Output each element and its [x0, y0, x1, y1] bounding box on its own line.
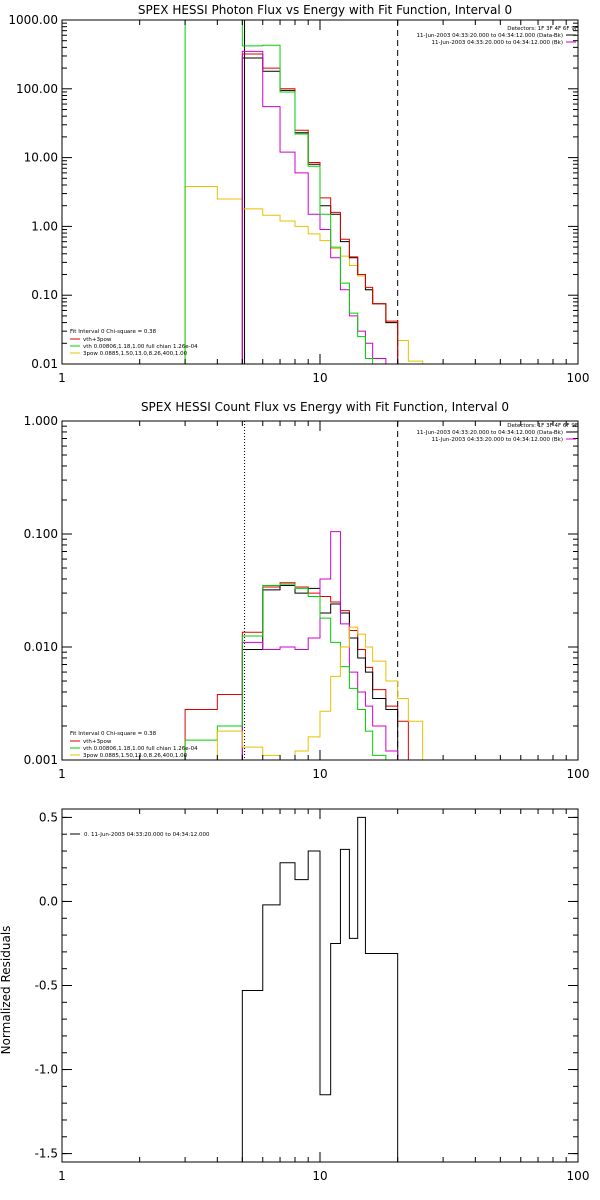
count-header-detectors: Detectors: 1F 3F 4F 6F 9F — [507, 423, 578, 429]
photon-legend-label-1: vth 0.00806,1.18,1.00 full chian 1.26e-0… — [83, 344, 198, 350]
residuals-marks: 1 10 100 -1.5 -1.0 -0.5 0.0 0.5 — [35, 808, 590, 1183]
panel-0-ytick-label-4: 100.00 — [16, 82, 58, 96]
residuals-ylabel: Normalized Residuals — [0, 926, 13, 1055]
panel-1-xtick-label-0: 1 — [58, 767, 66, 781]
panel-1-ytick-label-0: 0.001 — [24, 753, 58, 767]
panel-1-ytick-label-2: 0.100 — [24, 527, 58, 541]
panel-2-series-group — [241, 816, 399, 1162]
panel-1-ytick-label-1: 0.010 — [24, 640, 58, 654]
count-header-data-bk: 11-Jun-2003 04:33:20.000 to 04:34:12.000… — [417, 430, 563, 436]
panel-1-series-group — [184, 531, 424, 760]
panel-count-flux: SPEX HESSI Count Flux vs Energy with Fit… — [24, 400, 590, 781]
count-flux-title: SPEX HESSI Count Flux vs Energy with Fit… — [141, 400, 509, 414]
panel-1-series-3 — [184, 583, 387, 760]
panel-0-ytick-label-2: 1.00 — [31, 219, 58, 233]
count-header-bk: 11-Jun-2003 04:33:20.000 to 04:34:12.000… — [431, 437, 563, 443]
panel-0-ytick-label-5: 1000.00 — [8, 13, 58, 27]
count-flux-header: Detectors: 1F 3F 4F 6F 9F 11-Jun-2003 04… — [417, 423, 578, 443]
panel-0-ytick-label-3: 10.00 — [24, 151, 58, 165]
photon-header-data-bk: 11-Jun-2003 04:33:20.000 to 04:34:12.000… — [417, 33, 563, 39]
photon-flux-header: Detectors: 1F 3F 4F 6F 9F 11-Jun-2003 04… — [417, 26, 578, 46]
residuals-legend: 0. 11-Jun-2003 04:33:20.000 to 04:34:12.… — [70, 832, 210, 838]
count-legend-label-0: vth+3pow — [83, 739, 112, 745]
photon-legend-title: Fit Interval 0 Chi-square = 0.38 — [70, 329, 157, 335]
residuals-legend-label: 0. 11-Jun-2003 04:33:20.000 to 04:34:12.… — [84, 832, 210, 838]
panel-1-series-1 — [241, 585, 399, 760]
panel-0-ytick-label-1: 0.10 — [31, 288, 58, 302]
panel-0-series-0 — [184, 186, 424, 364]
panel-0-series-4 — [184, 20, 387, 364]
panel-1-series-0 — [184, 582, 409, 760]
panel-0-ytick-label-0: 0.01 — [31, 357, 58, 371]
panel-1-series-2 — [241, 531, 399, 760]
photon-legend-label-0: vth+3pow — [83, 337, 112, 343]
panel-0-xtick-label-1: 10 — [312, 371, 327, 385]
panel-0-series-group — [184, 20, 424, 364]
photon-flux-title: SPEX HESSI Photon Flux vs Energy with Fi… — [138, 3, 512, 17]
count-flux-marks: 1 10 100 0.001 0.010 0.100 1.000 — [24, 414, 590, 781]
panel-2-ytick-label-2: -0.5 — [35, 979, 58, 993]
panel-2-xtick-label-0: 1 — [58, 1169, 66, 1183]
count-legend-label-2: 3pow 0.0885,1.50,13.0,8.26,400,1.00 — [83, 753, 188, 759]
photon-header-bk: 11-Jun-2003 04:33:20.000 to 04:34:12.000… — [431, 40, 563, 46]
panel-2-ytick-label-1: -1.0 — [35, 1063, 58, 1077]
panel-0-xtick-label-0: 1 — [58, 371, 66, 385]
count-legend-label-1: vth 0.00806,1.18,1.00 full chian 1.26e-0… — [83, 746, 198, 752]
panel-residuals: Normalized Residuals 1 10 100 -1.5 -1.0 -0.5 0… — [0, 808, 590, 1183]
photon-legend-label-2: 3pow 0.0885,1.50,13.0,8.26,400,1.00 — [83, 351, 188, 357]
panel-2-series-0 — [241, 816, 399, 1162]
count-flux-legend: Fit Interval 0 Chi-square = 0.38 vth+3po… — [70, 731, 198, 759]
panel-1-xtick-label-2: 100 — [567, 767, 590, 781]
panel-2-xtick-label-1: 10 — [312, 1169, 327, 1183]
panel-photon-flux: SPEX HESSI Photon Flux vs Energy with Fi… — [8, 3, 589, 385]
photon-flux-legend: Fit Interval 0 Chi-square = 0.38 vth+3po… — [70, 329, 198, 357]
panel-0-series-3 — [241, 50, 399, 364]
panel-0-xtick-label-2: 100 — [567, 371, 590, 385]
panel-1-ytick-label-3: 1.000 — [24, 414, 58, 428]
photon-flux-marks: 1 10 100 0.01 0.10 1.00 10.00 100.00 1000.00 — [8, 13, 589, 385]
panel-2-ytick-label-3: 0.0 — [39, 894, 58, 908]
photon-header-detectors: Detectors: 1F 3F 4F 6F 9F — [507, 26, 578, 32]
panel-2-ytick-label-4: 0.5 — [39, 810, 58, 824]
panel-2-xtick-label-2: 100 — [567, 1169, 590, 1183]
panel-1-series-4 — [216, 626, 424, 760]
count-legend-title: Fit Interval 0 Chi-square = 0.38 — [70, 731, 157, 737]
panel-1-xtick-label-1: 10 — [312, 767, 327, 781]
panel-2-ytick-label-0: -1.5 — [35, 1147, 58, 1161]
